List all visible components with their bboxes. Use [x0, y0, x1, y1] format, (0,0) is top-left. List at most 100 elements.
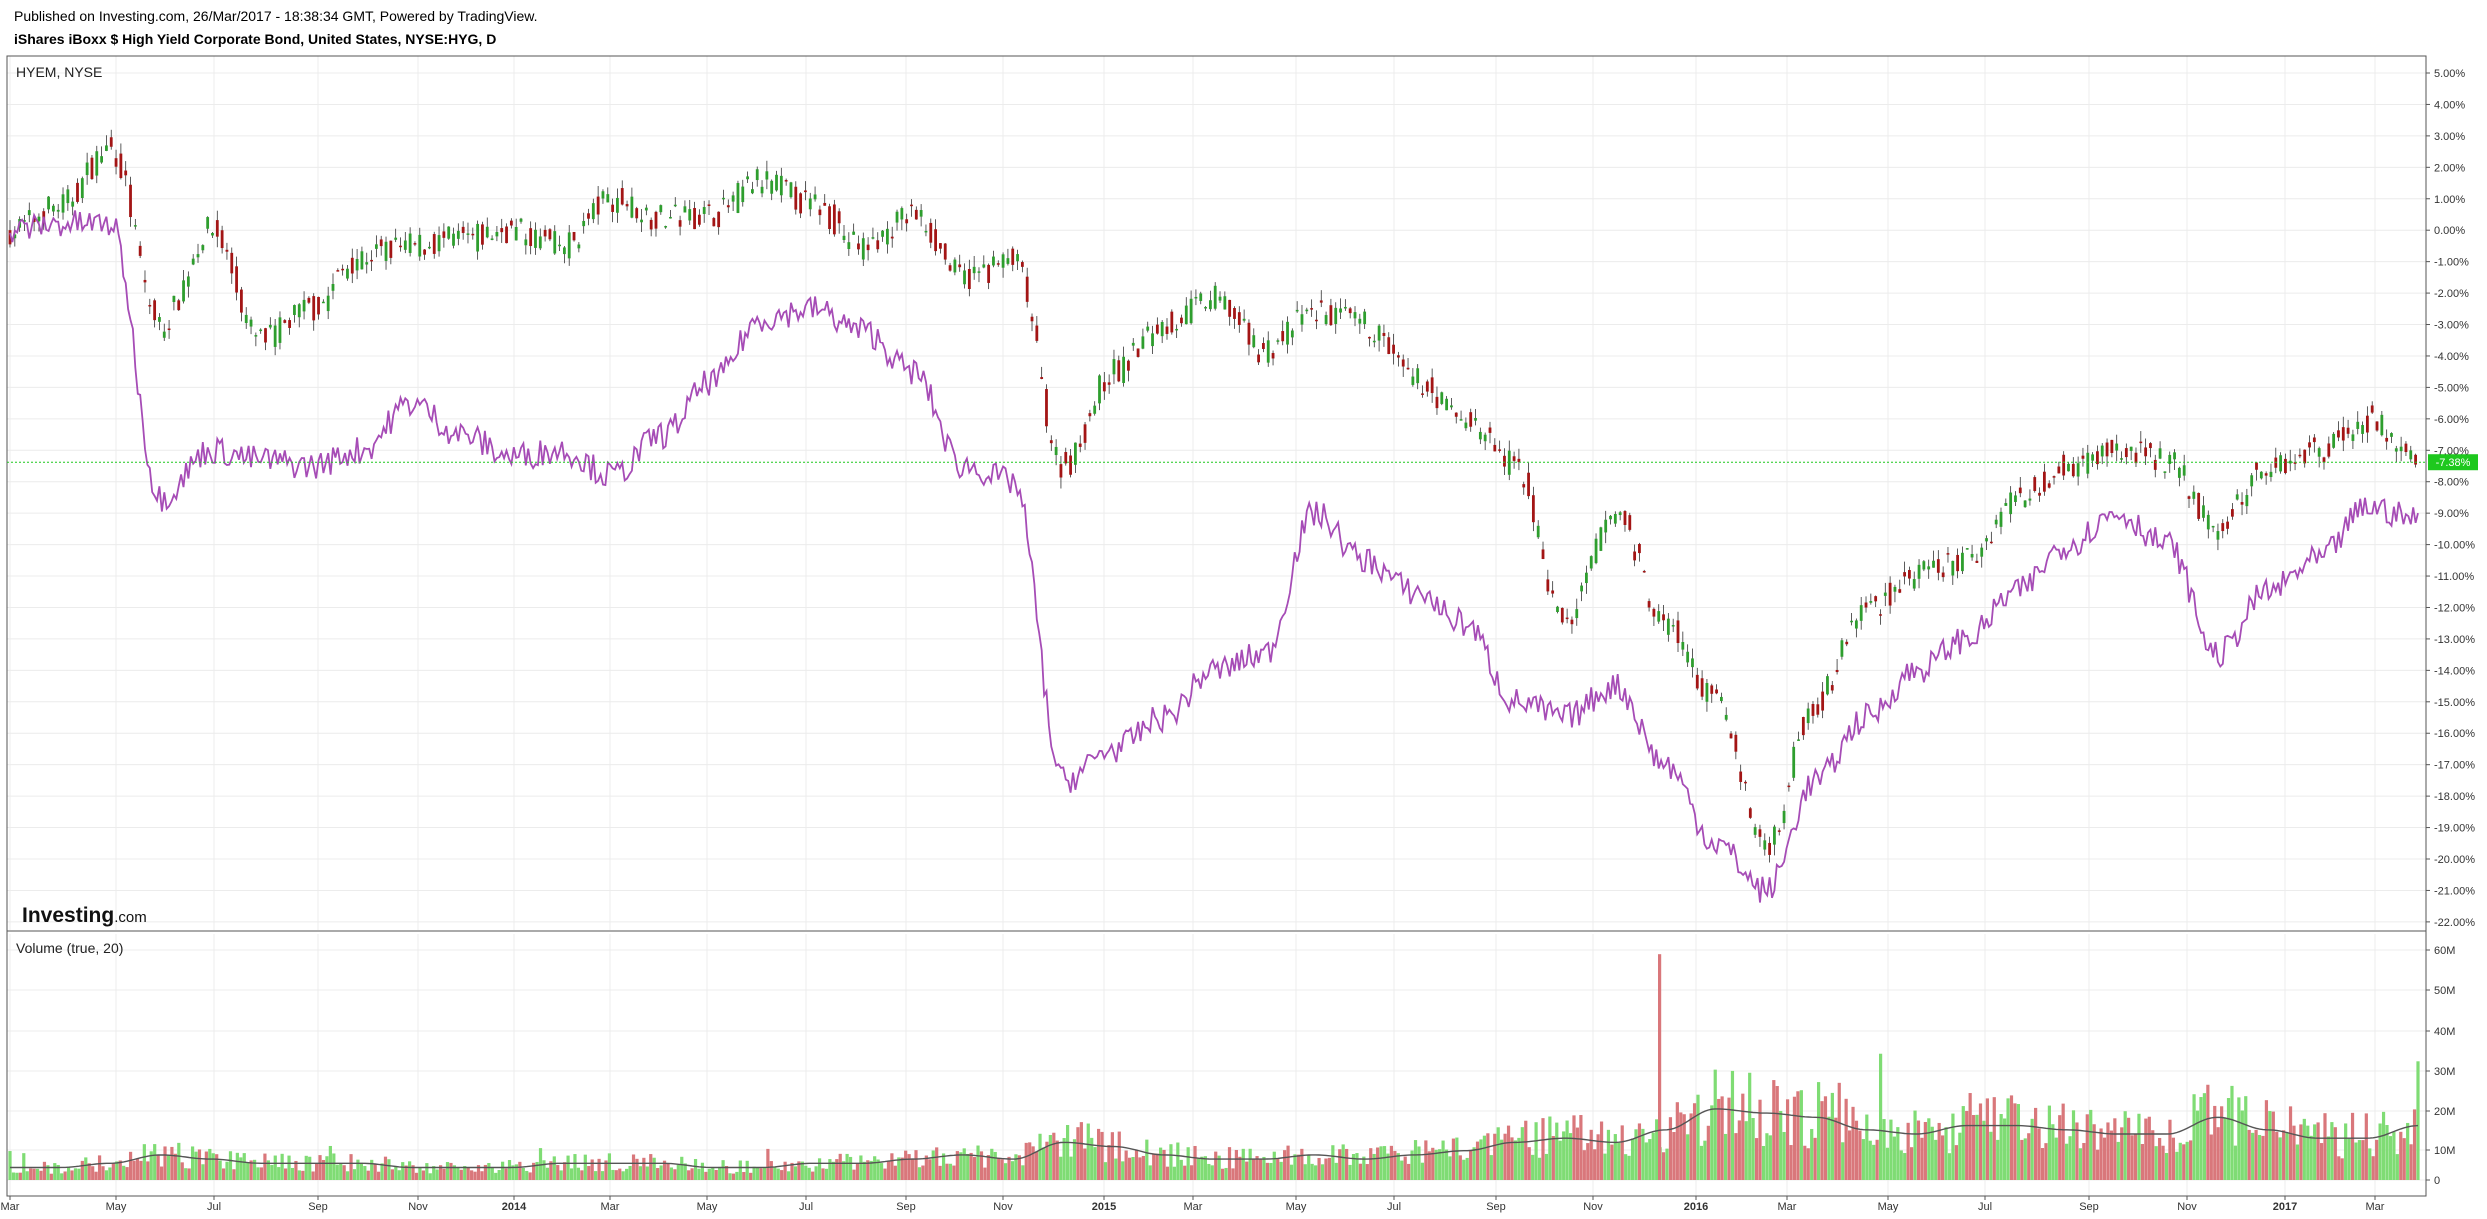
candle-body — [500, 228, 504, 233]
volume-bar — [2202, 1093, 2207, 1180]
volume-bar — [383, 1156, 388, 1180]
volume-bar — [432, 1166, 436, 1180]
volume-bar — [1610, 1144, 1614, 1180]
volume-bar — [22, 1153, 26, 1180]
volume-bar — [2030, 1118, 2034, 1180]
volume-bar — [1403, 1156, 1407, 1180]
volume-bar — [194, 1151, 198, 1180]
candle-body — [1054, 446, 1058, 456]
candle-body — [1753, 827, 1757, 835]
candle-body — [442, 231, 446, 238]
candle-body — [2129, 446, 2133, 451]
candle-body — [1401, 359, 1405, 367]
candle-body — [751, 189, 754, 194]
volume-bar — [359, 1162, 363, 1180]
volume-bar — [1544, 1153, 1549, 1180]
candle-body — [741, 186, 745, 203]
volume-bar — [1093, 1147, 1097, 1180]
x-tick-label: Nov — [993, 1201, 1013, 1213]
candle-body — [746, 176, 749, 180]
volume-bar — [1272, 1151, 1276, 1180]
volume-bar — [2161, 1145, 2165, 1180]
volume-bar — [1186, 1147, 1190, 1180]
volume-bar — [249, 1160, 253, 1180]
volume-bar — [1041, 1147, 1046, 1180]
candle-body — [1030, 316, 1034, 322]
candle-body — [1609, 515, 1612, 520]
volume-bar — [755, 1167, 760, 1180]
volume-bar — [600, 1171, 605, 1180]
candle-body — [1662, 614, 1665, 621]
volume-bar — [1386, 1153, 1390, 1180]
volume-bar — [879, 1163, 884, 1180]
candle-body — [153, 300, 157, 321]
last-value-label: -7.38% — [2436, 457, 2471, 469]
volume-bar — [1644, 1142, 1648, 1180]
volume-bar — [1820, 1101, 1824, 1180]
candle-body — [514, 226, 518, 241]
volume-bar — [917, 1167, 922, 1180]
volume-bar — [39, 1170, 43, 1180]
volume-bar — [87, 1163, 91, 1180]
volume-bar — [1100, 1131, 1104, 1180]
volume-bar — [1572, 1115, 1576, 1180]
volume-bar — [1586, 1143, 1590, 1180]
candle-body — [186, 276, 190, 287]
vol-y-tick-label: 30M — [2434, 1066, 2455, 1078]
volume-bar — [941, 1153, 946, 1180]
candle-body — [326, 295, 330, 312]
volume-bar — [990, 1148, 994, 1180]
volume-bar — [1679, 1112, 1683, 1180]
volume-bar — [2065, 1143, 2069, 1180]
candle-body — [567, 232, 571, 259]
x-tick-label: Jul — [207, 1201, 221, 1213]
candle-body — [1474, 417, 1477, 421]
volume-bar — [335, 1164, 339, 1180]
candle-body — [264, 328, 267, 343]
volume-bar — [1844, 1098, 1848, 1180]
candle-body — [403, 240, 407, 250]
volume-bar — [1503, 1133, 1507, 1180]
candle-body — [1705, 682, 1709, 702]
candle-body — [1310, 308, 1314, 310]
volume-bar — [1916, 1120, 1921, 1180]
candle-body — [2105, 442, 2109, 457]
candle-body — [1903, 572, 1906, 577]
x-tick-label: Nov — [408, 1201, 428, 1213]
volume-bar — [1548, 1116, 1552, 1180]
volume-bar — [580, 1170, 584, 1180]
volume-bar — [635, 1158, 639, 1180]
volume-bar — [1582, 1150, 1586, 1180]
candle-body — [1237, 312, 1241, 325]
volume-bar — [1510, 1137, 1514, 1180]
volume-bar — [852, 1169, 856, 1180]
candle-body — [230, 252, 234, 274]
candle-body — [2356, 421, 2360, 429]
volume-bar — [848, 1156, 853, 1180]
candle-body — [2337, 430, 2340, 438]
volume-bar — [311, 1171, 315, 1180]
volume-bar — [1231, 1168, 1235, 1180]
candle-body — [1016, 254, 1019, 262]
y-tick-label: -1.00% — [2434, 257, 2469, 269]
volume-bar — [831, 1161, 835, 1180]
candle-body — [2414, 454, 2417, 465]
volume-bar — [494, 1172, 498, 1180]
volume-bar — [1816, 1082, 1821, 1180]
candle-body — [717, 211, 721, 228]
candle-body — [1199, 293, 1203, 301]
volume-bar — [366, 1170, 370, 1180]
candle-body — [2312, 437, 2316, 443]
candle-body — [1266, 340, 1270, 363]
y-tick-label: 0.00% — [2434, 225, 2465, 237]
candle-body — [1358, 318, 1362, 324]
candle-body — [1951, 560, 1955, 576]
y-tick-label: -21.00% — [2434, 885, 2475, 897]
candle-body — [360, 251, 364, 270]
volume-bar — [749, 1172, 753, 1180]
volume-bar — [1065, 1125, 1070, 1180]
volume-bar — [1500, 1139, 1504, 1180]
volume-bar — [1686, 1134, 1690, 1180]
volume-bar — [876, 1159, 880, 1180]
